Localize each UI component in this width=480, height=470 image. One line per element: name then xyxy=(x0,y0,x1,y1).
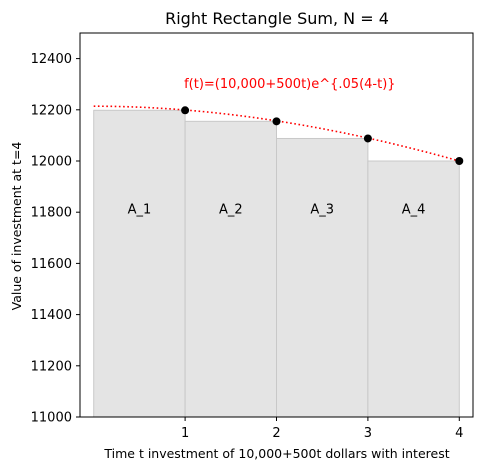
y-tick-label-12000: 12000 xyxy=(31,155,72,170)
y-tick-label-11000: 11000 xyxy=(31,411,72,426)
sample-point-3 xyxy=(363,134,372,143)
chart-title: Right Rectangle Sum, N = 4 xyxy=(165,9,389,28)
rectangle-labels-layer: A_1 A_2 A_3 A_4 xyxy=(128,203,426,218)
rectangle-4 xyxy=(367,160,460,418)
rectangle-label-4: A_4 xyxy=(402,203,426,218)
rectangles-layer xyxy=(93,109,460,418)
y-tick-label-12400: 12400 xyxy=(31,52,72,67)
y-tick-label-12200: 12200 xyxy=(31,103,72,118)
x-axis-ticks: 1 2 3 4 xyxy=(181,417,463,441)
rectangle-2 xyxy=(184,120,277,418)
y-tick-label-11200: 11200 xyxy=(31,359,72,374)
y-tick-label-11800: 11800 xyxy=(31,206,72,221)
rectangle-3 xyxy=(276,137,369,418)
rectangle-label-1: A_1 xyxy=(128,203,152,218)
x-tick-label-1: 1 xyxy=(181,426,189,441)
y-tick-label-11400: 11400 xyxy=(31,308,72,323)
sample-points-layer xyxy=(181,106,464,165)
rectangle-1 xyxy=(93,109,186,418)
x-axis-label: Time t investment of 10,000+500t dollars… xyxy=(103,446,449,461)
sample-point-2 xyxy=(272,117,281,126)
rectangle-label-2: A_2 xyxy=(219,203,243,218)
x-tick-label-2: 2 xyxy=(272,426,280,441)
rectangle-label-3: A_3 xyxy=(310,203,334,218)
y-tick-label-11600: 11600 xyxy=(31,257,72,272)
function-curve xyxy=(93,105,460,162)
sample-point-1 xyxy=(181,106,190,115)
function-label: f(t)=(10,000+500t)e^{.05(4-t)} xyxy=(184,77,395,92)
x-tick-label-3: 3 xyxy=(364,426,372,441)
y-axis-label: Value of investment at t=4 xyxy=(9,142,24,311)
y-axis-ticks: 11000 11200 11400 11600 11800 12000 12200 12400 xyxy=(31,52,80,426)
sample-point-4 xyxy=(455,157,464,165)
x-tick-label-4: 4 xyxy=(455,426,463,441)
